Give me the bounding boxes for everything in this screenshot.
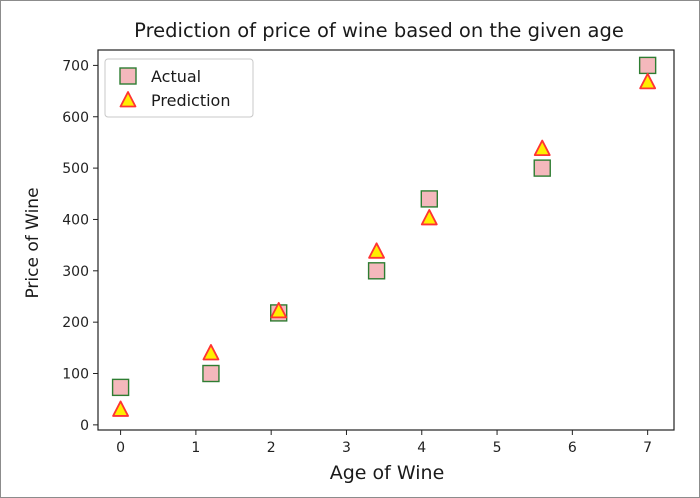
prediction-point (112, 400, 129, 417)
prediction-point (202, 344, 220, 361)
plot-frame (97, 49, 675, 431)
prediction-point (420, 209, 438, 226)
y-tick-label: 200 (62, 315, 89, 331)
actual-point (202, 364, 220, 383)
data-marks (111, 56, 657, 417)
actual-point (420, 190, 438, 208)
legend-label-actual: Actual (151, 67, 201, 86)
actual-point (533, 159, 551, 177)
y-tick-label: 600 (62, 110, 89, 126)
actual-point (638, 56, 657, 75)
legend-marker-actual (119, 67, 137, 85)
prediction-point (368, 242, 385, 259)
x-tick-label: 1 (191, 440, 200, 456)
axes: 0 1 2 3 4 5 6 7 0 100 200 300 400 500 600 700 (62, 49, 675, 456)
y-tick-label: 0 (80, 418, 89, 434)
y-tick-label: 500 (62, 161, 89, 177)
actual-point (367, 262, 386, 280)
y-tick-label: 400 (62, 212, 89, 228)
y-tick-label: 700 (62, 58, 89, 74)
x-tick-label: 7 (643, 440, 652, 456)
prediction-point (639, 72, 657, 90)
prediction-point (533, 139, 551, 156)
chart-title: Prediction of price of wine based on the… (134, 19, 624, 42)
x-tick-label: 4 (417, 440, 426, 456)
legend-label-prediction: Prediction (151, 91, 230, 110)
legend: Actual Prediction (104, 58, 254, 118)
y-axis-label: Price of Wine (23, 187, 43, 298)
prediction-point (270, 301, 288, 319)
x-tick-label: 0 (116, 440, 125, 456)
actual-point (111, 378, 130, 397)
x-tick-label: 2 (267, 440, 276, 456)
legend-marker-prediction (119, 91, 137, 108)
y-tick-label: 300 (62, 264, 89, 280)
series-prediction (112, 72, 657, 417)
x-tick-label: 3 (342, 440, 351, 456)
x-tick-label: 5 (493, 440, 502, 456)
x-tick-label: 6 (568, 440, 577, 456)
x-axis-label: Age of Wine (330, 462, 445, 484)
y-tick-label: 100 (62, 367, 89, 383)
legend-box (104, 58, 254, 118)
